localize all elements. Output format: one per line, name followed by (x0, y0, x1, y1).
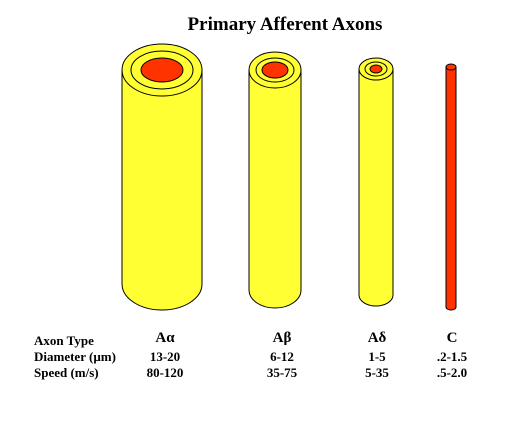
axon-type-a-delta: Aδ (367, 330, 387, 346)
row-header-axon-type: Axon Type (34, 333, 94, 348)
diameter-c: .2-1.5 (436, 349, 468, 364)
row-header-speed: Speed (m/s) (34, 365, 99, 380)
axon-type-a-alpha: Aα (155, 330, 175, 346)
axon-type-a-beta: Aβ (272, 330, 292, 346)
axon-cylinder-a-beta (248, 51, 302, 309)
diameter-a-beta: 6-12 (270, 349, 294, 364)
axon-cylinder-a-delta (358, 57, 394, 307)
row-header-diameter: Diameter (µm) (34, 349, 116, 364)
speed-c: .5-2.0 (436, 365, 468, 380)
speed-a-delta: 5-35 (365, 365, 389, 380)
axon-type-c: C (446, 330, 458, 346)
axon-cylinder-c (445, 63, 457, 311)
speed-a-beta: 35-75 (266, 365, 298, 380)
speed-a-alpha: 80-120 (146, 365, 184, 380)
axon-cylinder-a-alpha (121, 43, 203, 311)
diameter-a-alpha: 13-20 (149, 349, 181, 364)
diameter-a-delta: 1-5 (368, 349, 386, 364)
diagram-title: Primary Afferent Axons (187, 14, 383, 35)
